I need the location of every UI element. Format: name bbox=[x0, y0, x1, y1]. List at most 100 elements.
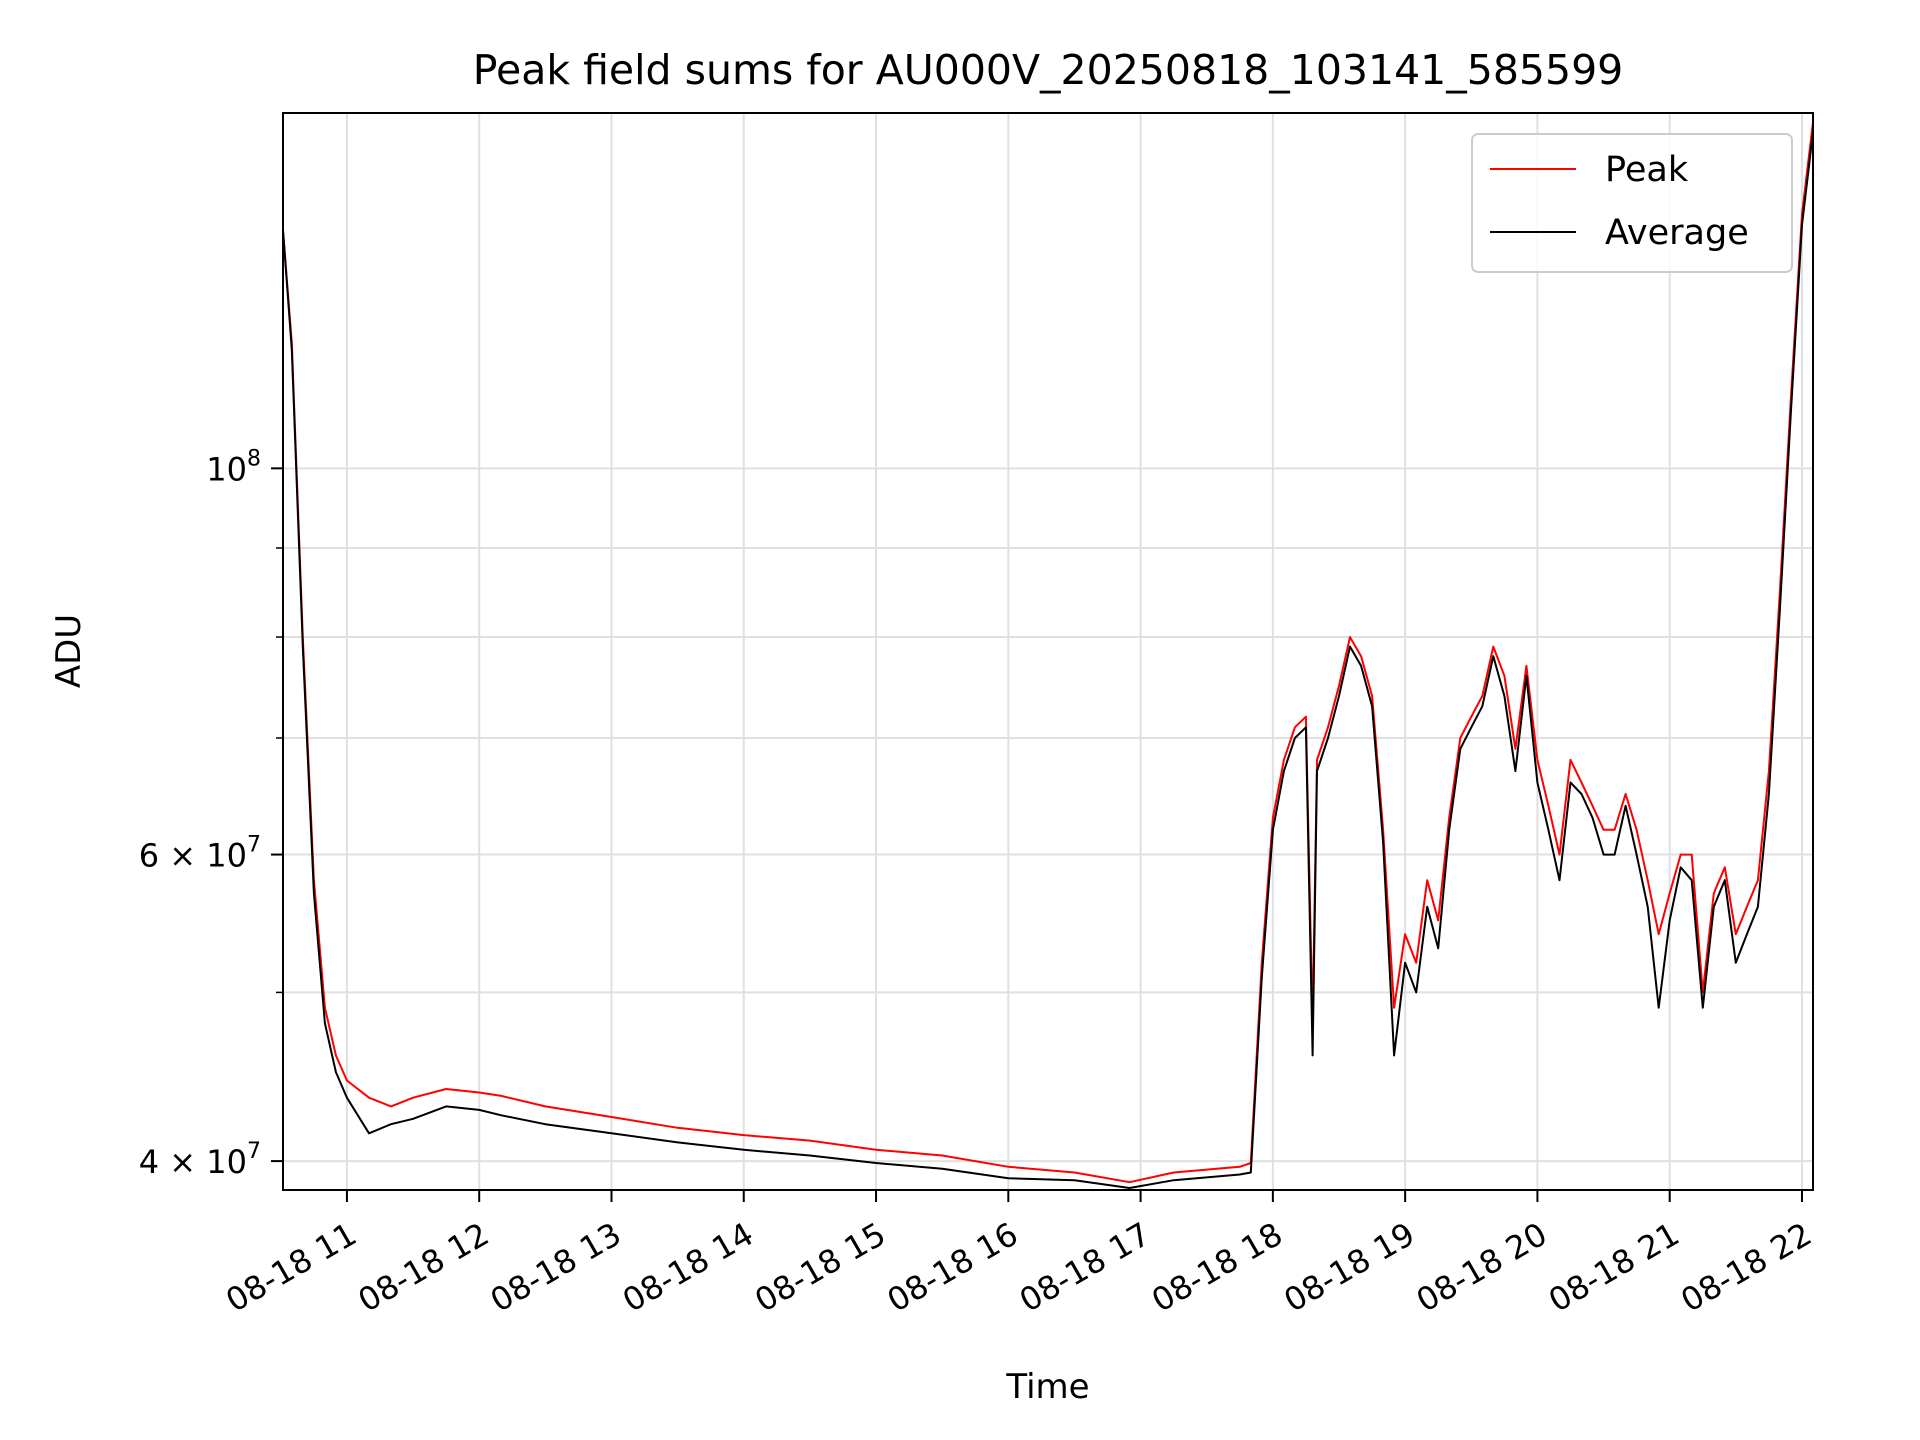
data-point-average bbox=[1305, 726, 1307, 729]
data-point-average bbox=[1261, 976, 1263, 979]
data-point-peak bbox=[1746, 905, 1748, 908]
data-point-average bbox=[1250, 1171, 1252, 1174]
data-point-peak bbox=[941, 1154, 943, 1157]
data-point-peak bbox=[1481, 695, 1484, 697]
data-point-average bbox=[1283, 770, 1285, 772]
data-point-peak bbox=[1613, 829, 1616, 831]
data-point-peak bbox=[1668, 892, 1671, 895]
data-point-peak bbox=[1735, 933, 1737, 935]
data-point-average bbox=[1768, 793, 1770, 795]
data-point-peak bbox=[1360, 655, 1362, 657]
data-point-peak bbox=[1437, 919, 1439, 922]
data-point-peak bbox=[1007, 1166, 1010, 1168]
data-point-average bbox=[544, 1123, 547, 1125]
data-point-peak bbox=[1272, 816, 1274, 819]
plot-frame bbox=[282, 112, 1814, 1191]
series-line-peak bbox=[282, 122, 1814, 1184]
data-point-peak bbox=[676, 1127, 679, 1129]
data-point-peak bbox=[1657, 933, 1660, 935]
data-point-peak bbox=[1448, 816, 1450, 819]
legend: Peak Average bbox=[1471, 133, 1793, 273]
data-point-peak bbox=[1349, 636, 1351, 638]
data-point-average bbox=[1514, 770, 1517, 772]
data-point-average bbox=[1591, 816, 1594, 819]
data-point-peak bbox=[1470, 715, 1473, 718]
data-point-average bbox=[1801, 224, 1803, 226]
data-point-average bbox=[1382, 841, 1384, 843]
data-point-average bbox=[1415, 991, 1417, 994]
data-point-peak bbox=[743, 1134, 745, 1136]
data-point-average bbox=[1657, 1006, 1660, 1009]
data-point-average bbox=[1481, 705, 1484, 708]
data-point-peak bbox=[1690, 853, 1693, 856]
data-point-average bbox=[1525, 675, 1528, 677]
data-point-peak bbox=[390, 1105, 392, 1108]
data-point-peak bbox=[610, 1116, 613, 1118]
data-point-average bbox=[1294, 737, 1296, 739]
data-point-peak bbox=[1525, 665, 1528, 667]
data-point-peak bbox=[1547, 805, 1550, 807]
data-point-average bbox=[1316, 770, 1318, 772]
data-point-average bbox=[1724, 879, 1726, 881]
data-point-average bbox=[1492, 655, 1495, 657]
series-line-average bbox=[282, 131, 1814, 1189]
x-axis-label: Time bbox=[1005, 1367, 1089, 1407]
data-point-peak bbox=[1646, 879, 1649, 881]
y-tick-exponent: 7 bbox=[247, 1139, 261, 1164]
data-point-peak bbox=[1514, 748, 1517, 750]
data-point-peak bbox=[1426, 879, 1428, 881]
data-point-peak bbox=[1327, 726, 1329, 729]
data-point-peak bbox=[875, 1149, 877, 1151]
data-point-peak bbox=[544, 1105, 547, 1108]
y-tick-mantissa: 4 × 10 bbox=[139, 1143, 247, 1181]
data-point-average bbox=[1646, 905, 1649, 908]
data-point-average bbox=[346, 1096, 348, 1099]
data-point-peak bbox=[1679, 853, 1682, 856]
legend-label-average: Average bbox=[1605, 213, 1749, 253]
data-point-average bbox=[1360, 665, 1362, 667]
y-tick-mantissa: 10 bbox=[206, 450, 247, 488]
y-axis-label: ADU bbox=[49, 614, 89, 688]
data-point-average bbox=[743, 1149, 745, 1151]
data-point-average bbox=[1349, 645, 1351, 648]
data-point-average bbox=[1746, 933, 1748, 935]
y-tick-exponent: 8 bbox=[247, 446, 261, 471]
data-point-average bbox=[1172, 1179, 1175, 1181]
data-point-peak bbox=[1492, 645, 1495, 648]
data-point-peak bbox=[809, 1139, 811, 1142]
data-point-average bbox=[875, 1162, 877, 1164]
data-point-peak bbox=[1503, 675, 1506, 677]
data-point-average bbox=[1448, 829, 1450, 831]
data-point-average bbox=[1702, 1006, 1704, 1009]
data-point-average bbox=[1679, 866, 1682, 869]
data-point-average bbox=[941, 1167, 943, 1170]
data-point-average bbox=[302, 645, 304, 648]
data-point-average bbox=[1311, 1054, 1314, 1057]
data-point-average bbox=[1239, 1173, 1241, 1176]
data-point-peak bbox=[1073, 1171, 1076, 1174]
data-point-peak bbox=[1591, 805, 1594, 807]
data-point-average bbox=[1690, 879, 1693, 881]
data-point-average bbox=[1713, 905, 1715, 908]
data-point-average bbox=[1668, 919, 1671, 922]
data-point-peak bbox=[1393, 1006, 1395, 1009]
y-tick-label: 108 bbox=[206, 446, 261, 488]
data-point-average bbox=[1007, 1177, 1010, 1180]
y-tick-mantissa: 6 × 10 bbox=[139, 837, 247, 875]
data-point-average bbox=[1371, 705, 1373, 708]
data-point-peak bbox=[478, 1091, 481, 1094]
data-point-peak bbox=[1602, 829, 1605, 831]
series-points-average bbox=[282, 131, 1814, 1189]
data-point-average bbox=[1613, 853, 1616, 856]
data-point-average bbox=[291, 348, 293, 351]
data-point-average bbox=[1580, 793, 1583, 795]
data-point-peak bbox=[1305, 715, 1307, 718]
data-point-peak bbox=[1713, 892, 1715, 895]
data-point-average bbox=[1393, 1054, 1395, 1057]
data-point-average bbox=[1128, 1187, 1131, 1189]
data-point-peak bbox=[1172, 1171, 1175, 1174]
data-point-peak bbox=[1316, 759, 1318, 761]
data-point-peak bbox=[1635, 829, 1638, 831]
data-point-average bbox=[1624, 805, 1627, 807]
